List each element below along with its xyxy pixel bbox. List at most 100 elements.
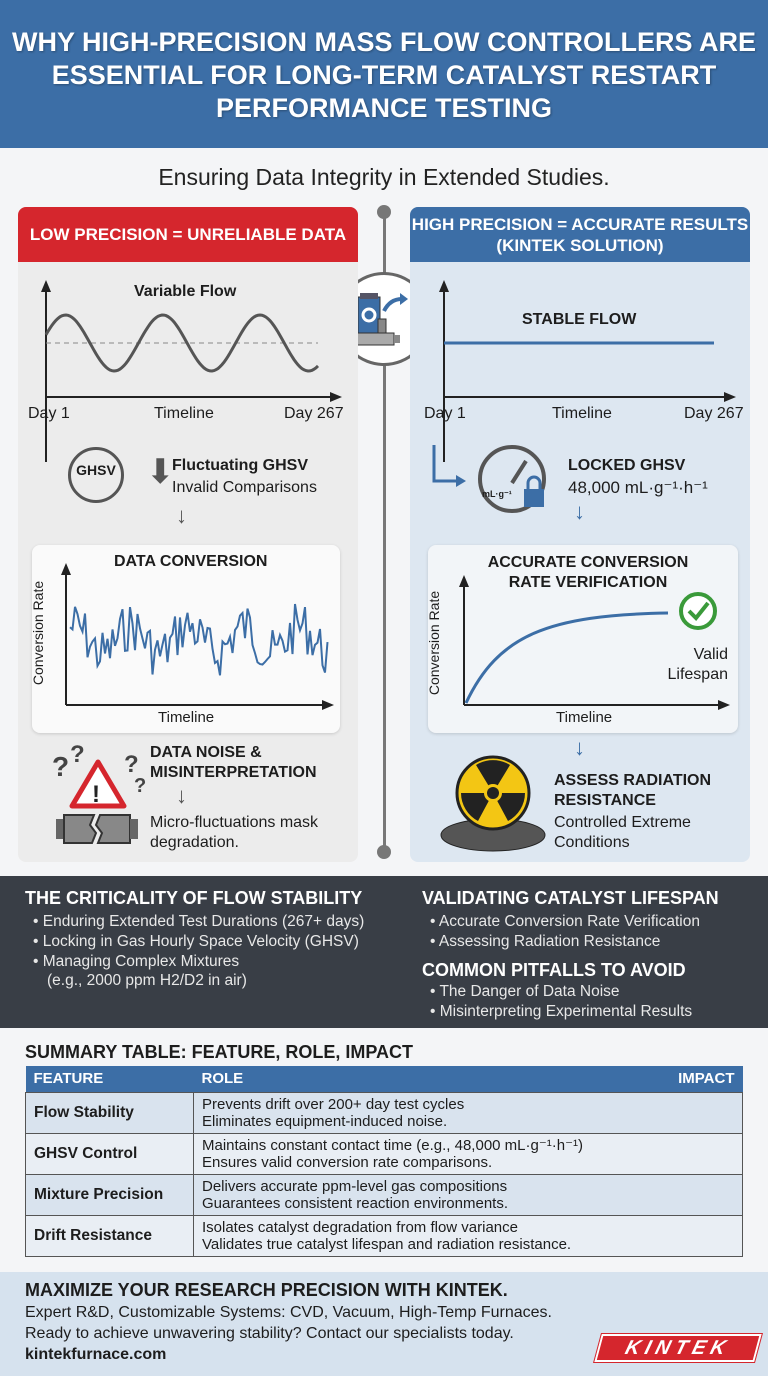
- feature-cell: Drift Resistance: [25, 1214, 194, 1257]
- noise-title: DATA NOISE & MISINTERPRETATION: [150, 744, 317, 781]
- x-end-label: Day 267: [284, 405, 344, 422]
- table-row: Mixture Precision Delivers accurate ppm-l…: [25, 1173, 743, 1216]
- list-item: Assessing Radiation Resistance: [430, 932, 700, 952]
- panel-heading: LOW PRECISION = UNRELIABLE DATA: [18, 207, 358, 262]
- conversion-chart-box: DATA CONVERSION Conversion Rate Timeline: [30, 545, 340, 733]
- x-mid-label: Timeline: [552, 405, 612, 422]
- noisy-conversion-line: [69, 603, 329, 676]
- ghsv-title: LOCKED GHSV: [568, 457, 686, 474]
- svg-text:?: ?: [70, 742, 85, 768]
- arrow-down-icon: ↓: [574, 499, 585, 524]
- gauge-unit: mL·g⁻¹: [482, 489, 512, 499]
- conversion-curve: [464, 611, 669, 704]
- footer: MAXIMIZE YOUR RESEARCH PRECISION WITH KI…: [0, 1272, 768, 1376]
- gauge-lock-icon: [432, 445, 546, 513]
- list-item: Locking in Gas Hourly Space Velocity (GH…: [33, 932, 364, 952]
- footer-text: Ready to achieve unwavering stability? C…: [25, 1325, 514, 1342]
- low-precision-panel: LOW PRECISION = UNRELIABLE DATA Variable…: [18, 207, 358, 862]
- list-item: The Danger of Data Noise: [430, 982, 692, 1002]
- role-text: Maintains constant contact time (e.g., 4…: [202, 1136, 583, 1154]
- section-heading: THE CRITICALITY OF FLOW STABILITY: [25, 888, 363, 908]
- feature-cell: GHSV Control: [25, 1132, 194, 1175]
- table-row: GHSV Control Maintains constant contact t…: [25, 1132, 743, 1175]
- divider-dot: [377, 845, 391, 859]
- x-axis-label: Timeline: [158, 709, 215, 726]
- down-arrow-icon: ⬇: [146, 453, 175, 491]
- valid-lifespan-label: Valid Lifespan: [667, 646, 729, 683]
- role-impact-cell: Delivers accurate ppm-level gas composit…: [193, 1173, 743, 1216]
- chart-title: ACCURATE CONVERSION RATE VERIFICATION: [487, 554, 689, 591]
- ghsv-subtitle: Invalid Comparisons: [172, 479, 317, 496]
- variable-flow-chart: [41, 280, 342, 462]
- section-heading: VALIDATING CATALYST LIFESPAN: [422, 888, 719, 908]
- impact-text: Guarantees consistent reaction environme…: [202, 1194, 508, 1212]
- noise-subtitle: Micro-fluctuations mask degradation.: [150, 814, 319, 851]
- feature-cell: Flow Stability: [25, 1091, 194, 1134]
- impact-text: Ensures valid conversion rate comparison…: [202, 1153, 493, 1171]
- svg-text:?: ?: [134, 775, 146, 797]
- svg-text:?: ?: [52, 751, 69, 782]
- role-impact-cell: Isolates catalyst degradation from flow …: [193, 1214, 743, 1257]
- chart-title: STABLE FLOW: [522, 311, 637, 328]
- ghsv-title: Fluctuating GHSV: [172, 457, 308, 474]
- divider-line: [383, 212, 386, 852]
- radiation-icon: [440, 755, 546, 852]
- variable-flow-line: [44, 313, 320, 373]
- arrow-down-icon: ↓: [176, 783, 187, 808]
- x-end-label: Day 267: [684, 405, 744, 422]
- list-item: Enduring Extended Test Durations (267+ d…: [33, 912, 365, 932]
- footer-title: MAXIMIZE YOUR RESEARCH PRECISION WITH KI…: [25, 1280, 508, 1300]
- column-header: ROLE: [201, 1070, 244, 1088]
- impact-text: Eliminates equipment-induced noise.: [202, 1112, 448, 1130]
- x-start-label: Day 1: [28, 405, 70, 422]
- warning-icon: ????!: [48, 741, 148, 812]
- subtitle: Ensuring Data Integrity in Extended Stud…: [158, 164, 610, 190]
- check-icon: [679, 592, 717, 630]
- role-impact-cell: Maintains constant contact time (e.g., 4…: [193, 1132, 743, 1175]
- stable-flow-chart: [439, 280, 736, 462]
- section-heading: COMMON PITFALLS TO AVOID: [422, 960, 686, 980]
- role-text: Delivers accurate ppm-level gas composit…: [202, 1177, 508, 1195]
- kintek-logo: KINTEK: [593, 1333, 763, 1363]
- broken-pipe-icon: [52, 811, 142, 847]
- list-item: Managing Complex Mixtures: [33, 952, 364, 972]
- column-header: IMPACT: [678, 1070, 735, 1088]
- list-item: Accurate Conversion Rate Verification: [430, 912, 700, 932]
- table-row: Drift Resistance Isolates catalyst degrad…: [25, 1214, 743, 1257]
- criticality-list: Enduring Extended Test Durations (267+ d…: [33, 912, 365, 972]
- table-row: Flow Stability Prevents drift over 200+ d…: [25, 1091, 743, 1134]
- x-mid-label: Timeline: [154, 405, 214, 422]
- chart-title: Variable Flow: [134, 283, 237, 300]
- info-section: THE CRITICALITY OF FLOW STABILITY Enduri…: [0, 876, 768, 1028]
- list-item: Misinterpreting Experimental Results: [430, 1002, 692, 1022]
- list-note: (e.g., 2000 ppm H2/D2 in air): [47, 972, 247, 989]
- role-text: Prevents drift over 200+ day test cycles: [202, 1095, 465, 1113]
- website-link[interactable]: kintekfurnace.com: [25, 1346, 167, 1363]
- conversion-chart-box: ACCURATE CONVERSION RATE VERIFICATION Co…: [426, 545, 738, 733]
- role-text: Isolates catalyst degradation from flow …: [202, 1218, 518, 1236]
- pitfalls-list: The Danger of Data Noise Misinterpreting…: [430, 982, 692, 1022]
- page-title: Why High-Precision Mass Flow Controllers…: [0, 0, 768, 148]
- footer-text: Expert R&D, Customizable Systems: CVD, V…: [25, 1304, 552, 1321]
- ghsv-icon: GHSV: [68, 447, 124, 503]
- divider-dot: [377, 205, 391, 219]
- table-title: SUMMARY TABLE: FEATURE, ROLE, IMPACT: [25, 1042, 413, 1062]
- role-impact-cell: Prevents drift over 200+ day test cycles…: [193, 1091, 743, 1134]
- svg-text:?: ?: [124, 751, 139, 778]
- x-axis-label: Timeline: [556, 709, 613, 726]
- x-start-label: Day 1: [424, 405, 466, 422]
- ghsv-value: 48,000 mL·g⁻¹·h⁻¹: [568, 478, 708, 497]
- radiation-title: ASSESS RADIATION RESISTANCE: [554, 772, 712, 809]
- feature-cell: Mixture Precision: [25, 1173, 194, 1216]
- lifespan-list: Accurate Conversion Rate Verification As…: [430, 912, 700, 952]
- radiation-subtitle: Controlled Extreme Conditions: [554, 814, 691, 851]
- arrow-down-icon: ↓: [176, 503, 187, 528]
- summary-table: FEATURE ROLE IMPACT Flow Stability Prevent…: [25, 1066, 743, 1257]
- column-header: FEATURE: [25, 1066, 194, 1092]
- high-precision-panel: HIGH PRECISION = ACCURATE RESULTS (KINTE…: [410, 207, 750, 862]
- panel-heading: HIGH PRECISION = ACCURATE RESULTS (KINTE…: [410, 207, 750, 262]
- impact-text: Validates true catalyst lifespan and rad…: [202, 1235, 572, 1253]
- svg-text:!: !: [92, 781, 100, 808]
- chart-title: DATA CONVERSION: [114, 553, 268, 570]
- arrow-down-icon: ↓: [574, 735, 585, 760]
